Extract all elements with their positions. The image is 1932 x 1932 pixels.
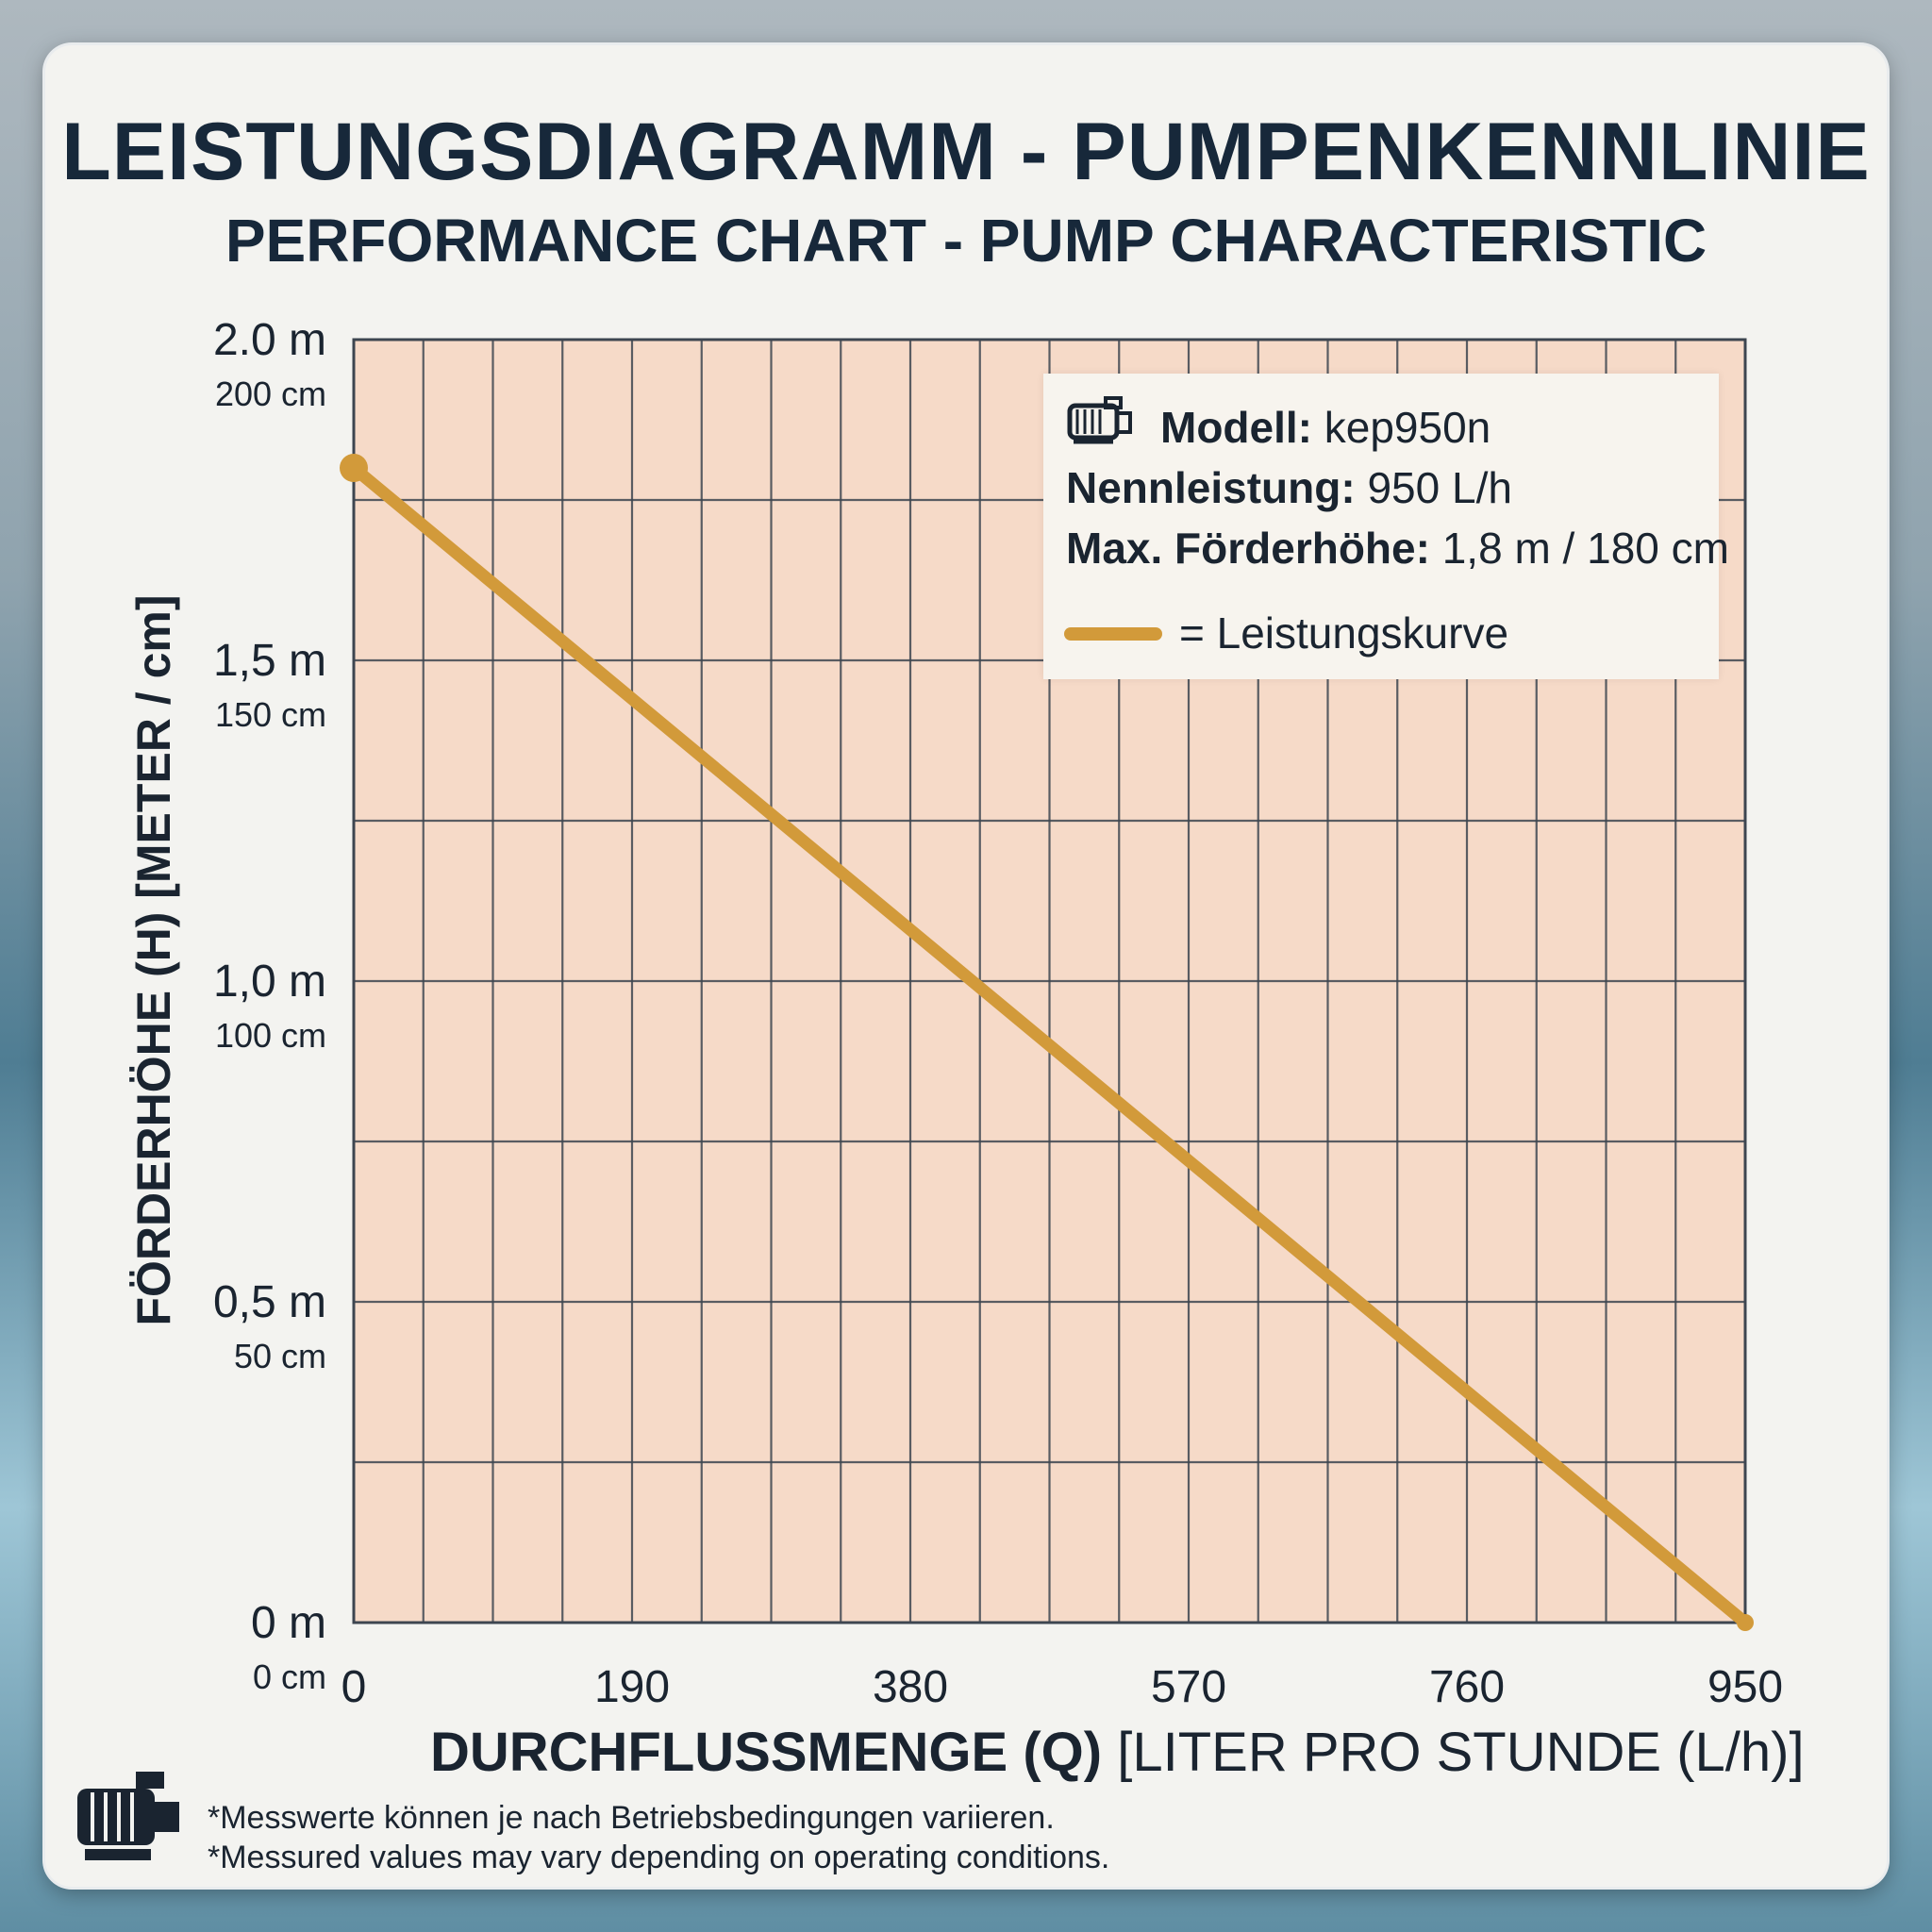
x-tick-label: 380 (873, 1662, 948, 1712)
legend-max-head: Max. Förderhöhe: 1,8 m / 180 cm (1066, 523, 1729, 574)
legend-box: Modell: kep950n Nennleistung: 950 L/h Ma… (1043, 374, 1729, 679)
data-point (1737, 1614, 1754, 1631)
y-tick-sublabel: 200 cm (215, 375, 326, 413)
pump-icon (77, 1772, 179, 1860)
y-tick-sublabel: 150 cm (215, 695, 326, 734)
y-tick-label: 2.0 m (213, 315, 326, 365)
y-tick-label: 0 m (251, 1598, 326, 1648)
legend-rated-value: 950 L/h (1367, 463, 1512, 512)
x-tick-label: 570 (1151, 1662, 1226, 1712)
legend-model-label: Modell: (1160, 403, 1312, 452)
footer-note-de: *Messwerte können je nach Betriebsbeding… (208, 1800, 1055, 1836)
y-tick-sublabel: 100 cm (215, 1016, 326, 1055)
y-tick-labels: 2.0 m 200 cm 1,5 m 150 cm 1,0 m 100 cm 0,5 m 50… (213, 315, 326, 1696)
series-layer (340, 454, 1754, 1631)
footer-note-en: *Messured values may vary depending on o… (208, 1840, 1110, 1875)
x-tick-labels: 0 190 380 570 760 950 (341, 1662, 1783, 1712)
chart-subtitle: PERFORMANCE CHART - PUMP CHARACTERISTIC (225, 207, 1707, 275)
legend-rated-label: Nennleistung: (1066, 463, 1356, 512)
y-tick-sublabel: 50 cm (234, 1337, 326, 1375)
legend-maxhead-value: 1,8 m / 180 cm (1441, 524, 1729, 573)
x-axis-label: DURCHFLUSSMENGE (Q) [LITER PRO STUNDE (L… (430, 1721, 1805, 1784)
legend-rated-flow: Nennleistung: 950 L/h (1066, 462, 1512, 513)
chart-title: LEISTUNGSDIAGRAMM - PUMPENKENNLINIE (61, 107, 1871, 197)
x-tick-label: 190 (594, 1662, 670, 1712)
y-tick-label: 1,0 m (213, 957, 326, 1007)
y-tick-label: 1,5 m (213, 636, 326, 686)
legend-curve-text: = Leistungskurve (1179, 608, 1509, 658)
legend-model: Modell: kep950n (1160, 402, 1491, 453)
plot-frame (352, 338, 1747, 1624)
x-tick-label: 0 (341, 1662, 367, 1712)
data-point (340, 454, 368, 482)
x-axis-label-quantity: DURCHFLUSSMENGE (Q) (430, 1722, 1103, 1783)
y-axis-label: FÖRDERHÖHE (H) [METER / cm] (127, 594, 180, 1326)
legend-curve-swatch (1064, 627, 1162, 641)
x-axis-label-unit: [LITER PRO STUNDE (L/h)] (1117, 1722, 1805, 1783)
x-tick-label: 760 (1429, 1662, 1505, 1712)
x-tick-label: 950 (1707, 1662, 1783, 1712)
y-tick-sublabel: 0 cm (253, 1657, 326, 1696)
y-tick-label: 0,5 m (213, 1277, 326, 1327)
series-line-leistungskurve (347, 461, 1752, 1629)
legend-model-value: kep950n (1324, 403, 1491, 452)
legend-maxhead-label: Max. Förderhöhe: (1066, 524, 1430, 573)
pump-icon (1067, 396, 1132, 444)
